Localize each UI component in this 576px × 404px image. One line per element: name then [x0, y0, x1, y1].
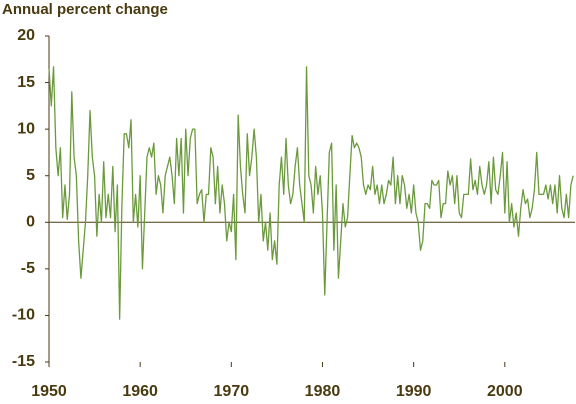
x-tick-label: 1980 — [305, 383, 341, 400]
x-tick-label: 1950 — [31, 383, 67, 400]
data-line — [48, 66, 574, 320]
y-tick-label: -15 — [12, 353, 35, 370]
x-tick-label: 1960 — [122, 383, 158, 400]
chart-title: Annual percent change — [2, 1, 168, 18]
y-tick-label: 10 — [17, 120, 35, 137]
y-tick-label: 5 — [26, 167, 35, 184]
x-tick-label: 1970 — [214, 383, 250, 400]
y-tick-label: 0 — [26, 214, 35, 231]
y-tick-label: -10 — [12, 307, 35, 324]
y-tick-label: 15 — [17, 74, 35, 91]
x-tick-label: 1990 — [396, 383, 432, 400]
y-tick-label: -5 — [21, 260, 35, 277]
x-tick-label: 2000 — [487, 383, 523, 400]
y-tick-label: 20 — [17, 27, 35, 44]
